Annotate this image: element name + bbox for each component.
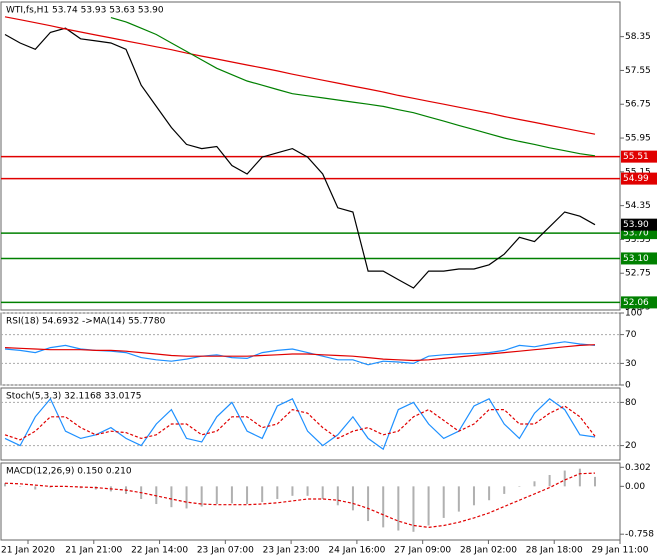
series-line (4, 397, 596, 451)
histogram-bar (503, 486, 506, 494)
x-tick-label: 28 Jan 02:00 (460, 546, 517, 556)
histogram-bar (533, 481, 536, 487)
histogram-bar (185, 486, 188, 509)
x-tick-label: 21 Jan 21:00 (65, 546, 122, 556)
y-tick-label: 0.00 (625, 482, 645, 492)
x-tick-label: 22 Jan 14:00 (131, 546, 188, 556)
histogram-bar (321, 486, 324, 499)
y-tick-label: 20 (625, 441, 637, 451)
y-tick-label: 55.15 (625, 167, 651, 177)
series-line (4, 16, 596, 135)
histogram-bar (563, 470, 566, 487)
histogram-bar (548, 474, 551, 487)
x-tick-label: 24 Jan 16:00 (328, 546, 385, 556)
series-line (4, 405, 596, 441)
series-line (4, 472, 596, 529)
histogram-bar (457, 486, 460, 512)
y-tick-label: 30 (625, 359, 637, 369)
histogram-bar (412, 486, 415, 532)
panel-title: WTI,fs,H1 53.74 53.93 53.63 53.90 (6, 6, 164, 16)
histogram-bar (336, 486, 339, 506)
histogram-bar (518, 486, 521, 487)
y-tick-label: 58.35 (625, 32, 651, 42)
histogram-bar (427, 486, 430, 526)
histogram-bar (215, 486, 218, 505)
x-tick-label: 28 Jan 18:00 (526, 546, 583, 556)
histogram-bar (397, 486, 400, 531)
y-tick-label: 52.75 (625, 269, 651, 279)
level-badge (621, 296, 657, 309)
level-label: 55.51 (623, 152, 649, 162)
panel-title: Stoch(5,3,3) 32.1168 33.0175 (6, 392, 141, 402)
series-line (4, 27, 596, 289)
histogram-bar (594, 476, 596, 487)
histogram-bar (246, 486, 249, 505)
y-tick-label: 0 (625, 381, 631, 391)
x-tick-label: 29 Jan 11:00 (592, 546, 649, 556)
histogram-bar (291, 486, 294, 496)
histogram-bar (276, 486, 279, 499)
x-tick-label: 23 Jan 23:00 (263, 546, 320, 556)
panel-frame (0, 387, 621, 461)
series-line (110, 17, 596, 157)
y-tick-label: 57.55 (625, 66, 651, 76)
histogram-bar (34, 486, 37, 490)
histogram-bar (19, 486, 22, 487)
y-tick-label: 0.302 (625, 463, 651, 473)
x-tick-label: 23 Jan 07:00 (197, 546, 254, 556)
price-badge (621, 218, 657, 231)
histogram-bar (351, 486, 354, 511)
histogram-bar (230, 486, 233, 504)
panel-title: MACD(12,26,9) 0.150 0.210 (6, 467, 132, 477)
y-tick-label: 100 (625, 309, 642, 319)
histogram-bar (200, 486, 203, 507)
histogram-bar (306, 486, 309, 496)
y-tick-label: 80 (625, 398, 637, 408)
level-label: 52.06 (623, 298, 649, 308)
price-label: 53.90 (623, 220, 649, 230)
histogram-bar (261, 486, 264, 503)
y-tick-label: 70 (625, 330, 637, 340)
histogram-bar (442, 486, 445, 518)
histogram-bar (367, 486, 370, 522)
histogram-bar (170, 486, 173, 508)
histogram-bar (488, 486, 491, 501)
level-label: 53.10 (623, 254, 649, 264)
y-tick-label: 55.95 (625, 134, 651, 144)
x-tick-label: 21 Jan 2020 (1, 546, 55, 556)
histogram-bar (578, 468, 581, 487)
y-tick-label: 54.35 (625, 201, 651, 211)
level-label: 53.70 (623, 229, 649, 239)
panel-title: RSI(18) 54.6932 ->MA(14) 55.7780 (6, 317, 166, 327)
level-label: 54.99 (623, 174, 649, 184)
series-line (4, 344, 596, 362)
level-badge (621, 252, 657, 265)
panel-frame (0, 462, 621, 541)
y-tick-label: 56.75 (625, 100, 651, 110)
y-tick-label: 53.55 (625, 235, 651, 245)
histogram-bar (4, 483, 6, 487)
level-badge (621, 150, 657, 163)
level-badge (621, 172, 657, 185)
histogram-bar (472, 486, 475, 506)
histogram-bar (382, 486, 385, 528)
x-tick-label: 27 Jan 09:00 (394, 546, 451, 556)
y-tick-label: -0.758 (625, 530, 654, 540)
